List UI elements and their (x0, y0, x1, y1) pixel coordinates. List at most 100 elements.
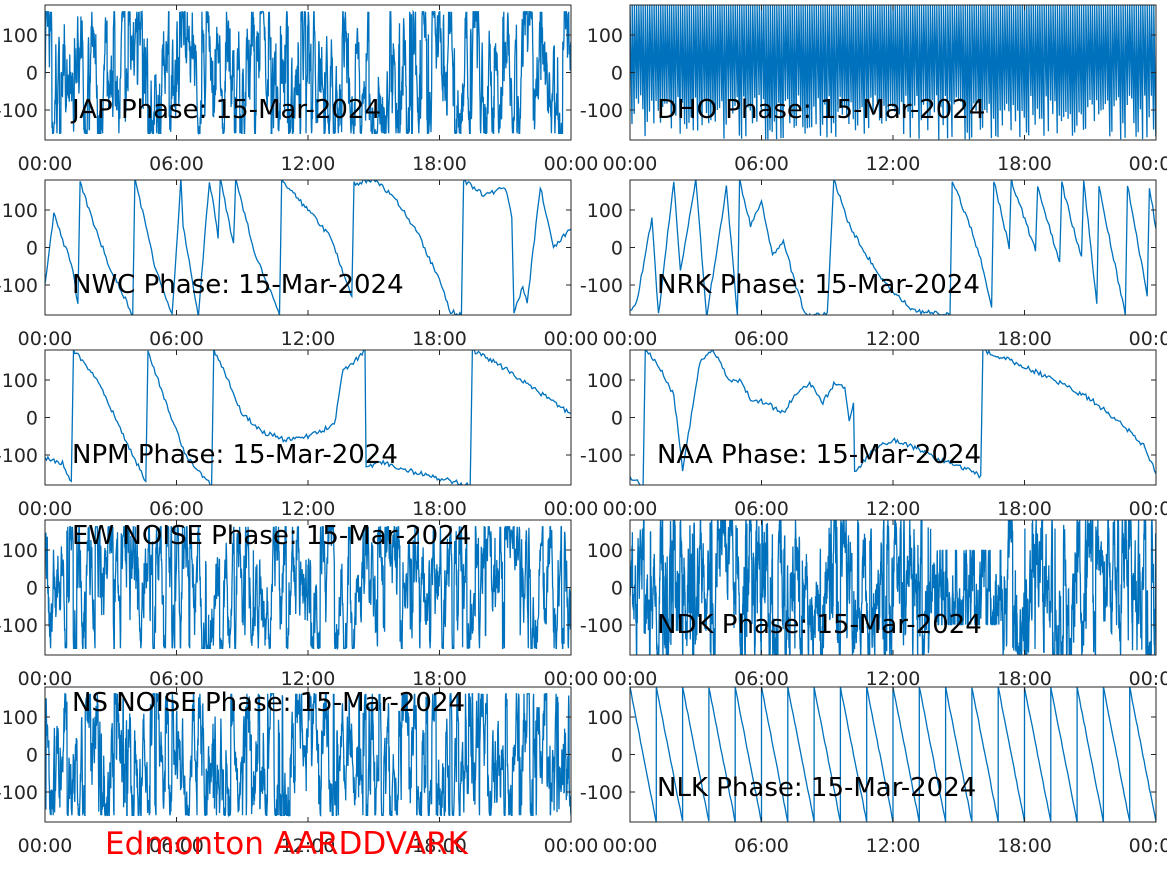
phase-panel-6: -100 0 100 00:00 06:00 12:00 18:00 00:00 NAA Pha… (580, 349, 1167, 520)
x-tick-label: 06:00 (734, 835, 789, 857)
x-tick-label: 00:00 (18, 835, 73, 857)
x-tick-label: 06:00 (734, 153, 789, 175)
x-tick-label: 00:00 (18, 328, 73, 350)
y-tick-label: -100 (0, 100, 38, 122)
x-tick-label: 12:00 (281, 328, 336, 350)
x-tick-label: 06:00 (734, 498, 789, 520)
x-tick-label: 00:00 (1129, 835, 1167, 857)
y-tick-label: 100 (2, 370, 38, 392)
y-tick-label: 0 (26, 63, 38, 85)
phase-panel-5: -100 0 100 00:00 06:00 12:00 18:00 00:00 NPM Pha… (0, 349, 599, 520)
x-tick-label: 18:00 (997, 328, 1052, 350)
x-tick-label: 00:00 (603, 153, 658, 175)
y-tick-label: 0 (611, 238, 623, 260)
phase-series-line (45, 180, 571, 315)
y-tick-label: 100 (2, 200, 38, 222)
panel-title: NAA Phase: 15-Mar-2024 (657, 440, 981, 470)
y-tick-label: -100 (0, 615, 38, 637)
phase-series-line (45, 693, 571, 818)
panel-title: NLK Phase: 15-Mar-2024 (657, 773, 976, 803)
phase-panel-9: -100 0 100 00:00 06:00 12:00 18:00 00:00 NS NOIS… (0, 686, 599, 857)
panel-title: DHO Phase: 15-Mar-2024 (657, 95, 985, 125)
x-tick-label: 00:00 (1129, 668, 1167, 690)
y-tick-label: 100 (2, 25, 38, 47)
y-tick-label: 100 (2, 540, 38, 562)
phase-series-line (630, 5, 1156, 140)
phase-series-line (630, 520, 1156, 655)
x-tick-label: 18:00 (997, 668, 1052, 690)
y-tick-label: 100 (587, 200, 623, 222)
panel-title: NDK Phase: 15-Mar-2024 (657, 610, 982, 640)
x-tick-label: 00:00 (1129, 153, 1167, 175)
x-tick-label: 00:00 (603, 498, 658, 520)
y-tick-label: 0 (611, 408, 623, 430)
y-tick-label: -100 (580, 445, 623, 467)
x-tick-label: 06:00 (734, 328, 789, 350)
x-tick-label: 00:00 (544, 153, 599, 175)
station-footer: Edmonton AARDDVARK (105, 826, 469, 862)
x-tick-label: 00:00 (1129, 498, 1167, 520)
x-tick-label: 00:00 (603, 668, 658, 690)
x-tick-label: 12:00 (866, 328, 921, 350)
x-tick-label: 00:00 (544, 328, 599, 350)
x-tick-label: 12:00 (281, 835, 336, 857)
y-tick-label: -100 (580, 782, 623, 804)
x-tick-label: 12:00 (281, 153, 336, 175)
phase-series-line (45, 9, 571, 136)
panel-title: NRK Phase: 15-Mar-2024 (657, 270, 980, 300)
phase-panel-4: -100 0 100 00:00 06:00 12:00 18:00 00:00 NRK Pha… (580, 179, 1167, 350)
y-tick-label: 100 (587, 707, 623, 729)
y-tick-label: -100 (580, 100, 623, 122)
phase-series-line (630, 687, 1156, 822)
y-tick-label: -100 (0, 275, 38, 297)
x-tick-label: 12:00 (281, 498, 336, 520)
x-tick-label: 00:00 (18, 668, 73, 690)
y-tick-label: -100 (580, 615, 623, 637)
x-tick-label: 00:00 (603, 328, 658, 350)
y-tick-label: 0 (611, 63, 623, 85)
x-tick-label: 18:00 (997, 498, 1052, 520)
y-tick-label: -100 (0, 445, 38, 467)
y-tick-label: 0 (26, 578, 38, 600)
phase-panel-1: -100 0 100 00:00 06:00 12:00 18:00 00:00 JAP Pha… (0, 4, 599, 175)
x-tick-label: 00:00 (18, 498, 73, 520)
x-tick-label: 06:00 (734, 668, 789, 690)
y-tick-label: 0 (26, 238, 38, 260)
x-tick-label: 18:00 (412, 153, 467, 175)
phase-series-line (45, 526, 571, 651)
phase-series-line (630, 350, 1156, 485)
x-tick-label: 18:00 (412, 835, 467, 857)
x-tick-label: 12:00 (866, 835, 921, 857)
x-tick-label: 00:00 (544, 498, 599, 520)
y-tick-label: 100 (2, 707, 38, 729)
x-tick-label: 06:00 (149, 835, 204, 857)
x-tick-label: 12:00 (281, 668, 336, 690)
x-tick-label: 18:00 (412, 498, 467, 520)
x-tick-label: 12:00 (866, 668, 921, 690)
panel-title: JAP Phase: 15-Mar-2024 (70, 95, 381, 125)
x-tick-label: 00:00 (544, 668, 599, 690)
x-tick-label: 06:00 (149, 498, 204, 520)
x-tick-label: 18:00 (997, 835, 1052, 857)
panel-title: EW NOISE Phase: 15-Mar-2024 (72, 521, 471, 551)
phase-panel-7: -100 0 100 00:00 06:00 12:00 18:00 00:00 EW NOIS… (0, 519, 599, 690)
y-tick-label: 0 (611, 745, 623, 767)
x-tick-label: 06:00 (149, 153, 204, 175)
x-tick-label: 18:00 (997, 153, 1052, 175)
phase-series-line (630, 180, 1156, 315)
x-tick-label: 00:00 (603, 835, 658, 857)
x-tick-label: 00:00 (18, 153, 73, 175)
phase-series-line (45, 350, 571, 485)
y-tick-label: 100 (587, 540, 623, 562)
panel-title: NS NOISE Phase: 15-Mar-2024 (72, 688, 465, 718)
x-tick-label: 00:00 (544, 835, 599, 857)
y-tick-label: -100 (0, 782, 38, 804)
x-tick-label: 12:00 (866, 153, 921, 175)
panel-title: NPM Phase: 15-Mar-2024 (72, 440, 398, 470)
x-tick-label: 18:00 (412, 668, 467, 690)
phase-panel-2: -100 0 100 00:00 06:00 12:00 18:00 00:00 DHO Pha… (580, 4, 1167, 175)
phase-panel-10: -100 0 100 00:00 06:00 12:00 18:00 00:00 NLK Pha… (580, 686, 1167, 857)
y-tick-label: 0 (611, 578, 623, 600)
y-tick-label: 100 (587, 25, 623, 47)
